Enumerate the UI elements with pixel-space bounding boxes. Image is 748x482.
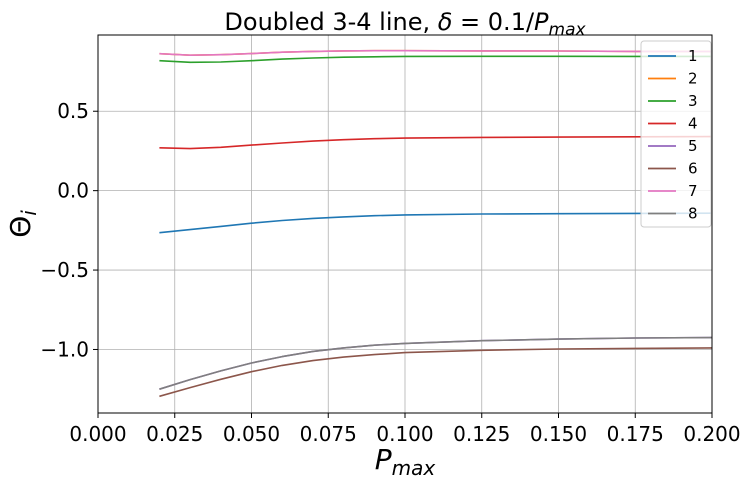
- chart-title: Doubled 3-4 line, δ = 0.1/Pmax: [224, 8, 586, 40]
- y-tick-label: −1.0: [40, 337, 89, 361]
- series-line-1: [159, 212, 713, 234]
- legend-label-3: 3: [688, 92, 698, 110]
- series-line-8: [159, 336, 713, 390]
- series-line-4: [159, 135, 713, 150]
- x-ticks: 0.000 0.025 0.050 0.075 0.100 0.125 0.150 0.175…: [69, 413, 741, 446]
- x-tick-label: 0.125: [453, 422, 510, 446]
- legend-label-4: 4: [688, 115, 698, 133]
- legend-label-7: 7: [688, 182, 698, 200]
- legend-label-1: 1: [688, 47, 698, 65]
- legend-label-5: 5: [688, 137, 698, 155]
- legend-label-6: 6: [688, 160, 698, 178]
- legend-label-2: 2: [688, 70, 698, 88]
- legend: 1 2 3 4 5 6 7 8: [640, 40, 712, 228]
- x-tick-label: 0.000: [69, 422, 126, 446]
- y-tick-label: 0.5: [57, 99, 89, 123]
- x-tick-label: 0.175: [607, 422, 664, 446]
- series-lines: [159, 49, 713, 398]
- legend-label-8: 8: [688, 205, 698, 223]
- legend-box: [640, 40, 712, 228]
- y-tick-label: 0.0: [57, 179, 89, 203]
- y-axis-label: Θi: [4, 210, 41, 238]
- y-tick-label: −0.5: [40, 258, 89, 282]
- x-tick-label: 0.075: [300, 422, 357, 446]
- x-tick-label: 0.025: [146, 422, 203, 446]
- series-line-6: [159, 347, 713, 398]
- x-tick-label: 0.200: [683, 422, 740, 446]
- x-tick-label: 0.100: [376, 422, 433, 446]
- y-ticks: 0.5 0.0 −0.5 −1.0: [40, 99, 98, 361]
- x-tick-label: 0.150: [530, 422, 587, 446]
- x-axis-label: Pmax: [375, 443, 436, 480]
- series-line-3: [159, 55, 712, 64]
- series-line-7: [159, 49, 713, 57]
- x-tick-label: 0.050: [223, 422, 280, 446]
